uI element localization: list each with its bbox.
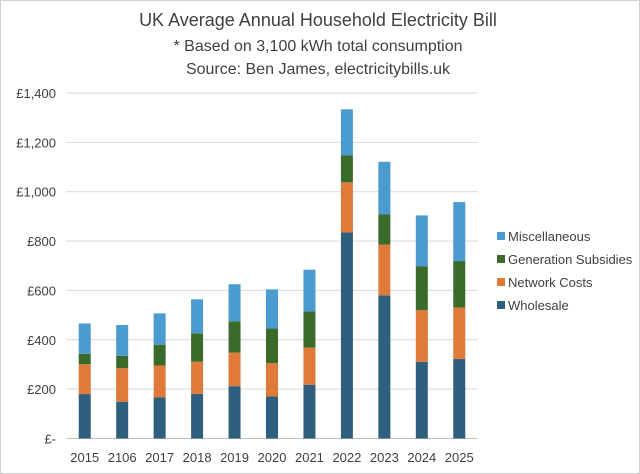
bar-network-costs-2017	[153, 365, 166, 398]
x-tick-label: 2024	[407, 450, 436, 465]
bar-network-costs-2021	[303, 347, 316, 385]
x-tick-label: 2017	[145, 450, 174, 465]
bar-miscellaneous-2025	[453, 202, 466, 262]
bar-wholesale-2024	[415, 361, 428, 439]
x-tick-label: 2025	[445, 450, 474, 465]
bar-wholesale-2106	[116, 401, 129, 439]
bar-miscellaneous-2020	[266, 289, 278, 329]
bar-network-costs-2022	[340, 182, 353, 233]
y-tick-label: £400	[27, 333, 56, 348]
x-tick-label: 2022	[332, 450, 361, 465]
y-tick-label: £800	[27, 234, 56, 249]
bar-generation-subsidies-2015	[78, 353, 91, 365]
x-tick-label: 2023	[370, 450, 399, 465]
chart-subtitle-1: * Based on 3,100 kWh total consumption	[173, 38, 462, 55]
x-tick-label: 2020	[258, 450, 287, 465]
bar-wholesale-2015	[78, 394, 91, 439]
bar-miscellaneous-2022	[340, 109, 353, 156]
legend-label: Generation Subsidies	[508, 252, 633, 267]
bar-generation-subsidies-2106	[116, 355, 129, 369]
bar-generation-subsidies-2017	[153, 344, 166, 366]
x-tick-label: 2019	[220, 450, 249, 465]
bar-miscellaneous-2019	[228, 284, 241, 322]
legend-swatch-miscellaneous	[497, 232, 505, 240]
legend-swatch-wholesale	[497, 301, 505, 309]
bar-wholesale-2017	[153, 397, 166, 439]
x-tick-label: 2018	[183, 450, 212, 465]
bar-network-costs-2025	[453, 307, 466, 360]
chart-title: UK Average Annual Household Electricity …	[139, 10, 497, 30]
bar-network-costs-2015	[78, 364, 91, 395]
y-tick-label: £-	[44, 432, 56, 447]
legend-label: Network Costs	[508, 275, 593, 290]
bar-network-costs-2020	[266, 363, 278, 397]
legend-swatch-network-costs	[497, 278, 505, 286]
x-tick-label: 2021	[295, 450, 324, 465]
bar-miscellaneous-2023	[378, 161, 391, 215]
bar-miscellaneous-2024	[415, 215, 428, 267]
bar-miscellaneous-2021	[303, 269, 316, 312]
x-tick-label: 2015	[70, 450, 99, 465]
bar-network-costs-2106	[116, 368, 129, 402]
bar-generation-subsidies-2025	[453, 261, 466, 308]
bar-wholesale-2020	[266, 396, 278, 439]
bar-network-costs-2023	[378, 244, 391, 296]
y-tick-label: £600	[27, 283, 56, 298]
bar-generation-subsidies-2021	[303, 311, 316, 348]
bar-wholesale-2025	[453, 359, 466, 439]
x-tick-label: 2106	[108, 450, 137, 465]
bar-network-costs-2018	[191, 361, 204, 394]
bar-miscellaneous-2015	[78, 323, 91, 354]
bar-miscellaneous-2106	[116, 324, 129, 356]
bar-wholesale-2022	[340, 232, 353, 439]
bar-wholesale-2019	[228, 386, 241, 439]
bar-generation-subsidies-2018	[191, 333, 204, 362]
legend-swatch-generation-subsidies	[497, 255, 505, 263]
bar-network-costs-2019	[228, 352, 241, 387]
bar-generation-subsidies-2022	[340, 155, 353, 183]
chart-subtitle-2: Source: Ben James, electricitybills.uk	[186, 61, 451, 78]
bar-generation-subsidies-2024	[415, 266, 428, 311]
bar-miscellaneous-2018	[191, 299, 204, 334]
bar-generation-subsidies-2020	[266, 328, 278, 364]
legend-label: Miscellaneous	[508, 229, 591, 244]
y-tick-label: £200	[27, 382, 56, 397]
y-tick-label: £1,200	[16, 135, 56, 150]
bar-wholesale-2021	[303, 384, 316, 439]
bar-network-costs-2024	[415, 310, 428, 362]
y-tick-label: £1,400	[16, 86, 56, 101]
bar-miscellaneous-2017	[153, 313, 166, 345]
bar-generation-subsidies-2019	[228, 321, 241, 353]
legend-label: Wholesale	[508, 298, 569, 313]
bar-wholesale-2018	[191, 393, 204, 439]
bar-generation-subsidies-2023	[378, 214, 391, 245]
y-tick-label: £1,000	[16, 185, 56, 200]
bar-wholesale-2023	[378, 295, 391, 439]
